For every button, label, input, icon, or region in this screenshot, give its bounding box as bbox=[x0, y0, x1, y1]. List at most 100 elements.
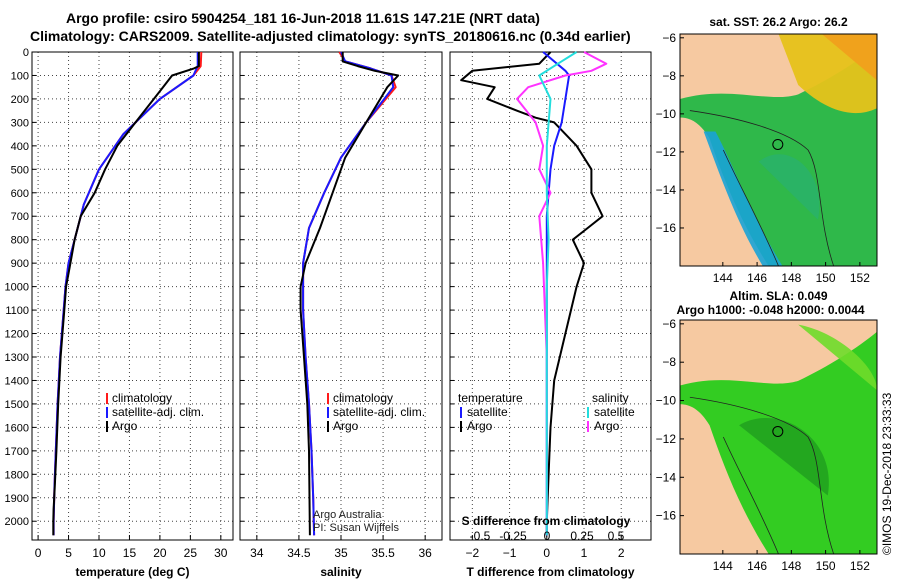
depth-tick-label: 2000 bbox=[5, 516, 29, 528]
salinity-xtick-label: 35 bbox=[334, 546, 348, 560]
chart-title-line2: Climatology: CARS2009. Satellite-adjuste… bbox=[30, 28, 631, 44]
sst_map-contour-2 bbox=[722, 149, 779, 266]
sst_map-xtick-label: 146 bbox=[747, 271, 767, 285]
sla_map-ytick-label: −16 bbox=[656, 509, 677, 523]
sst_map-xtick-label: 150 bbox=[816, 271, 836, 285]
temperature-legend-label: climatology bbox=[112, 391, 172, 405]
difference-xtick-label: −2 bbox=[465, 546, 479, 560]
imos-watermark: ©IMOS 19-Dec-2018 23:33:33 bbox=[880, 392, 894, 555]
sst_map-ytick-label: −10 bbox=[656, 107, 677, 121]
sla_map-contour bbox=[689, 396, 835, 554]
difference-xtick2-label: 0.5 bbox=[608, 529, 625, 543]
depth-tick-label: 800 bbox=[11, 235, 29, 247]
sla_map-ytick-label: −10 bbox=[656, 394, 677, 408]
salinity-xtick-label: 34 bbox=[250, 546, 264, 560]
temperature-legend-label: satellite-adj. clim. bbox=[112, 405, 204, 419]
difference-legend-salinity-title: salinity bbox=[592, 391, 629, 405]
salinity-annotation: Argo Australia bbox=[313, 509, 382, 521]
sla_map-xtick-label: 146 bbox=[747, 559, 767, 573]
temperature-legend-label: Argo bbox=[112, 419, 138, 433]
difference-xtick-label: −1 bbox=[503, 546, 517, 560]
depth-tick-label: 1600 bbox=[5, 422, 29, 434]
temperature-series-climatology bbox=[52, 51, 203, 536]
depth-tick-label: 700 bbox=[11, 211, 29, 223]
sst_map-contour bbox=[689, 110, 835, 266]
salinity-legend-label: Argo bbox=[333, 419, 359, 433]
sst_map-group bbox=[679, 33, 878, 267]
depth-tick-label: 1000 bbox=[5, 282, 29, 294]
sla_map-xtick-label: 148 bbox=[781, 559, 801, 573]
sst_map-title: sat. SST: 26.2 Argo: 26.2 bbox=[709, 15, 848, 29]
sst_map-cool-water bbox=[703, 131, 783, 266]
depth-tick-label: 1100 bbox=[5, 305, 29, 317]
sla_map-contour-2 bbox=[722, 436, 779, 554]
sst_map-frame bbox=[679, 33, 878, 267]
depth-tick-label: 1800 bbox=[5, 469, 29, 481]
sla_map-argo-position-marker bbox=[772, 425, 784, 437]
difference-series-argo bbox=[460, 51, 604, 536]
sst_map-xtick-label: 148 bbox=[781, 271, 801, 285]
temperature-xtick-label: 20 bbox=[153, 546, 167, 560]
sla_map-xtick-label: 150 bbox=[816, 559, 836, 573]
temperature-xtick-label: 30 bbox=[214, 546, 228, 560]
difference-xtick-label: 0 bbox=[543, 546, 550, 560]
depth-tick-label: 0 bbox=[23, 47, 29, 59]
depth-tick-label: 200 bbox=[11, 94, 29, 106]
difference-xtick2-label: 0.25 bbox=[570, 529, 594, 543]
sla_map-frame bbox=[679, 319, 878, 555]
salinity-xtick-label: 35.5 bbox=[371, 546, 395, 560]
temperature-xtick-label: 5 bbox=[65, 546, 72, 560]
sst_map-ytick-label: −14 bbox=[656, 183, 677, 197]
depth-tick-label: 400 bbox=[11, 141, 29, 153]
sla_map-xtick-label: 144 bbox=[713, 559, 733, 573]
depth-tick-label: 900 bbox=[11, 258, 29, 270]
sla_map-sla-low bbox=[739, 417, 829, 496]
sst_map-xtick-label: 152 bbox=[850, 271, 870, 285]
sst_map-ytick-label: −8 bbox=[662, 69, 676, 83]
difference-xlabel2: S difference from climatology bbox=[462, 514, 631, 528]
sst_map-mid-water bbox=[758, 154, 820, 220]
salinity-xlabel: salinity bbox=[320, 565, 362, 579]
depth-tick-label: 1300 bbox=[5, 352, 29, 364]
salinity-xtick-label: 34.5 bbox=[287, 546, 311, 560]
salinity-annotation: PI: Susan Wijffels bbox=[313, 522, 399, 534]
depth-tick-label: 600 bbox=[11, 188, 29, 200]
sla_map-sla-high bbox=[798, 324, 877, 391]
depth-tick-label: 100 bbox=[11, 70, 29, 82]
salinity-legend-label: climatology bbox=[333, 391, 393, 405]
sla_map-ytick-label: −8 bbox=[662, 355, 676, 369]
salinity-series-climatology bbox=[302, 51, 397, 536]
difference-legend-label-right: Argo bbox=[594, 419, 620, 433]
temperature-xlabel: temperature (deg C) bbox=[75, 565, 189, 579]
sla_map-ytick-label: −12 bbox=[656, 432, 677, 446]
sst_map-argo-position-marker bbox=[772, 138, 784, 150]
depth-tick-label: 500 bbox=[11, 164, 29, 176]
sst_map-ytick-label: −16 bbox=[656, 221, 677, 235]
difference-xtick2-label: -0.25 bbox=[499, 529, 527, 543]
difference-series-satellite-salinity-diff bbox=[538, 51, 578, 536]
difference-legend-temperature-title: temperature bbox=[458, 391, 523, 405]
salinity-xtick-label: 36 bbox=[418, 546, 432, 560]
sst_map-ytick-label: −6 bbox=[662, 31, 676, 45]
salinity-series-satellite bbox=[302, 51, 395, 536]
temperature-xtick-label: 0 bbox=[35, 546, 42, 560]
difference-xlabel: T difference from climatology bbox=[466, 565, 634, 579]
temperature-xtick-label: 15 bbox=[123, 546, 137, 560]
sla_map-ytick-label: −6 bbox=[662, 317, 676, 331]
depth-tick-label: 300 bbox=[11, 117, 29, 129]
depth-tick-label: 1200 bbox=[5, 329, 29, 341]
sla_map-group bbox=[679, 319, 878, 555]
salinity-series-argo bbox=[299, 52, 400, 536]
salinity-legend-label: satellite-adj. clim. bbox=[333, 405, 425, 419]
difference-xtick2-label: -0.5 bbox=[470, 529, 491, 543]
difference-legend-label-right: satellite bbox=[594, 405, 635, 419]
difference-xtick2-label: 0 bbox=[544, 529, 551, 543]
chart-title-line1: Argo profile: csiro 5904254_181 16-Jun-2… bbox=[66, 10, 540, 26]
sst_map-inner bbox=[680, 34, 877, 266]
sla_map-subtitle: Argo h1000: -0.048 h2000: 0.0044 bbox=[676, 303, 864, 317]
sst_map-xtick-label: 144 bbox=[713, 271, 733, 285]
sla_map-ytick-label: −14 bbox=[656, 470, 677, 484]
depth-tick-label: 1700 bbox=[5, 446, 29, 458]
temperature-series-satellite bbox=[52, 52, 199, 536]
